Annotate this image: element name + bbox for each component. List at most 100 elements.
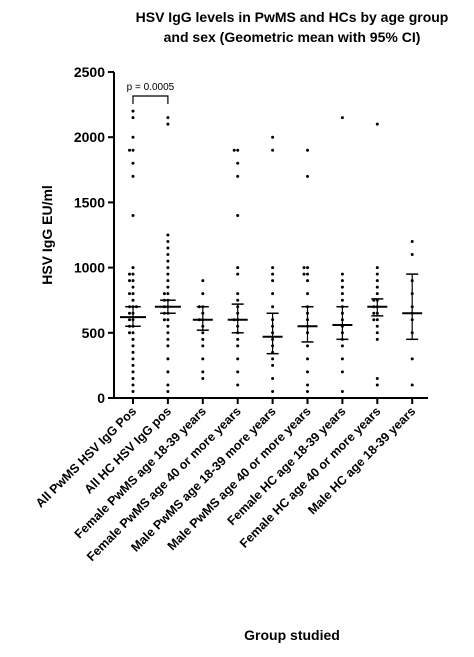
- data-point: [306, 389, 309, 393]
- data-point: [131, 285, 135, 289]
- data-point: [131, 370, 135, 374]
- data-point: [162, 292, 166, 296]
- chart-title: and sex (Geometric mean with 95% CI): [164, 29, 421, 45]
- data-point: [236, 344, 240, 348]
- data-point: [302, 266, 306, 270]
- data-point: [166, 344, 170, 348]
- data-point: [131, 389, 135, 393]
- data-point: [166, 285, 170, 289]
- data-point: [166, 357, 170, 361]
- significance-bracket: [132, 95, 169, 104]
- data-point: [306, 292, 309, 296]
- data-point: [131, 174, 135, 178]
- data-point: [236, 272, 240, 276]
- data-point: [201, 331, 205, 335]
- data-point: [271, 266, 275, 270]
- data-point: [375, 331, 379, 335]
- annotation: p = 0.0005: [127, 82, 175, 93]
- data-point: [340, 116, 344, 120]
- y-axis-label: HSV IgG EU/ml: [39, 185, 55, 285]
- data-point: [201, 357, 205, 361]
- data-point: [162, 318, 166, 322]
- data-point: [306, 279, 309, 283]
- data-point: [166, 279, 170, 283]
- data-point: [306, 272, 309, 276]
- data-point: [375, 272, 379, 276]
- data-point: [271, 292, 275, 296]
- data-point: [236, 161, 240, 165]
- y-tick-label: 500: [82, 325, 106, 341]
- data-point: [166, 383, 170, 387]
- data-point: [201, 370, 205, 374]
- data-point: [340, 285, 344, 289]
- data-point: [271, 376, 275, 380]
- data-point: [271, 135, 275, 139]
- data-point: [131, 272, 135, 276]
- data-point: [375, 285, 379, 289]
- y-tick-label: 1500: [74, 194, 105, 210]
- data-point: [375, 324, 379, 328]
- chart-title: HSV IgG levels in PwMS and HCs by age gr…: [136, 9, 449, 25]
- data-point: [166, 240, 170, 244]
- data-point: [166, 331, 170, 335]
- data-point: [131, 135, 135, 139]
- data-point: [236, 298, 240, 302]
- data-point: [306, 370, 309, 374]
- data-point: [271, 363, 275, 367]
- data-point: [128, 331, 131, 335]
- x-axis-label: Group studied: [244, 627, 340, 643]
- data-point: [131, 279, 135, 283]
- data-point: [166, 389, 170, 393]
- data-point: [131, 161, 135, 165]
- data-point: [131, 298, 135, 302]
- data-point: [375, 337, 379, 341]
- data-point: [340, 370, 344, 374]
- data-point: [166, 324, 170, 328]
- data-point: [131, 357, 135, 361]
- data-point: [166, 292, 170, 296]
- data-point: [128, 279, 131, 283]
- data-point: [128, 148, 131, 152]
- data-point: [306, 266, 309, 270]
- data-point: [131, 344, 135, 348]
- data-point: [271, 148, 275, 152]
- data-point: [236, 174, 240, 178]
- data-point: [375, 376, 379, 380]
- data-point: [340, 272, 344, 276]
- data-point: [340, 344, 344, 348]
- data-point: [166, 318, 170, 322]
- data-point: [166, 370, 170, 374]
- y-tick-label: 1000: [74, 260, 105, 276]
- data-point: [340, 292, 344, 296]
- data-point: [128, 311, 131, 315]
- y-tick-label: 2000: [74, 129, 105, 145]
- data-point: [128, 272, 131, 276]
- data-point: [232, 148, 236, 152]
- data-point: [166, 272, 170, 276]
- data-point: [236, 383, 240, 387]
- data-point: [166, 253, 170, 257]
- data-point: [306, 383, 309, 387]
- data-point: [166, 233, 170, 237]
- data-point: [375, 266, 379, 270]
- data-point: [131, 383, 135, 387]
- data-point: [131, 266, 135, 270]
- data-point: [271, 357, 275, 361]
- data-point: [375, 279, 379, 283]
- data-point: [236, 266, 240, 270]
- data-point: [271, 272, 275, 276]
- data-point: [340, 357, 344, 361]
- data-point: [166, 246, 170, 250]
- data-point: [306, 174, 309, 178]
- data-point: [340, 279, 344, 283]
- data-point: [201, 337, 205, 341]
- data-point: [375, 292, 379, 296]
- data-point: [201, 292, 205, 296]
- data-point: [201, 344, 205, 348]
- y-tick-label: 2500: [74, 64, 105, 80]
- data-point: [271, 305, 275, 309]
- data-point: [236, 292, 240, 296]
- data-point: [131, 213, 135, 217]
- data-point: [131, 363, 135, 367]
